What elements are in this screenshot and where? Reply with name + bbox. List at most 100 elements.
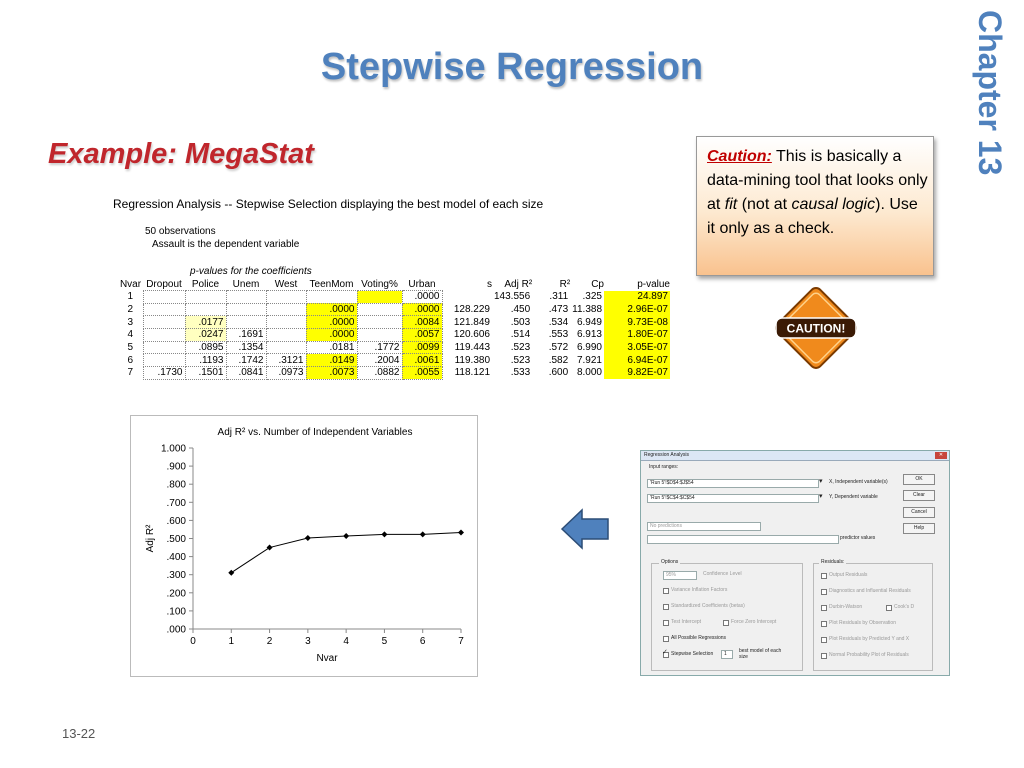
caution-text: Caution: This is basically a data-mining… — [707, 145, 929, 241]
cancel-button[interactable]: Cancel — [903, 507, 935, 518]
test-intercept-label: Test Intercept — [671, 619, 702, 625]
table-cell: .0149 — [305, 353, 358, 368]
column-header: Nvar — [119, 279, 142, 291]
slide-subtitle: Example: MegaStat — [48, 138, 314, 170]
table-cell: 9.73E-08 — [604, 315, 670, 329]
observations-line: 50 observations — [145, 226, 216, 237]
table-cell — [356, 290, 403, 304]
column-header: Adj R² — [504, 279, 533, 291]
y-tick-label: 1.000 — [161, 444, 186, 455]
table-cell: .0181 — [305, 340, 358, 355]
table-row: 4 .0247.1691 .0000 .0057 120.606 .514 .553 6.91… — [118, 328, 670, 342]
table-cell: .1730 — [142, 366, 186, 380]
table-header-row: Nvar Dropout Police Unem West TeenMom Voting% U… — [118, 279, 670, 291]
plot-obs-checkbox[interactable] — [821, 621, 827, 627]
regression-dialog: Regression Analysis ✕ Input ranges: 'Run… — [640, 450, 950, 676]
cooks-label: Cook's D — [894, 604, 915, 610]
column-header: Police — [191, 279, 220, 290]
table-cell: 7 — [127, 367, 134, 379]
residuals-title: Residuals: — [819, 559, 847, 566]
table-cell: .0177 — [184, 315, 227, 330]
table-cell: .533 — [510, 367, 531, 379]
y-range-dropdown-icon[interactable]: ▾ — [819, 493, 823, 500]
output-residuals-label: Output Residuals — [829, 572, 868, 578]
table-cell: 6 — [127, 354, 134, 366]
stepwise-label: Stepwise Selection — [671, 651, 714, 657]
left-arrow-icon — [560, 508, 609, 550]
table-row: 7 .1730.1501.0841.0973.0073.0882.0055 118.… — [118, 366, 670, 380]
table-cell: .0247 — [184, 328, 227, 342]
close-icon[interactable]: ✕ — [935, 452, 947, 459]
clear-button[interactable]: Clear — [903, 490, 935, 501]
options-group — [651, 563, 803, 671]
table-cell — [265, 340, 307, 355]
std-coef-checkbox[interactable] — [663, 604, 669, 610]
table-row: 3 .0177 .0000 .0084 121.849 .503 .534 6.949 9.73… — [118, 315, 670, 330]
durbin-checkbox[interactable] — [821, 605, 827, 611]
x-tick-label: 0 — [190, 636, 196, 647]
table-cell: .325 — [582, 291, 602, 303]
column-header: TeenMom — [309, 279, 354, 290]
vif-checkbox[interactable] — [663, 588, 669, 594]
help-button[interactable]: Help — [903, 523, 935, 534]
page-number: 13-22 — [62, 726, 96, 741]
table-cell: .473 — [548, 304, 569, 316]
all-possible-checkbox[interactable] — [663, 636, 669, 642]
observation-count: 50 — [145, 226, 157, 237]
y-tick-label: .900 — [167, 462, 187, 473]
table-cell — [142, 328, 186, 342]
table-cell: .0000 — [305, 328, 358, 342]
table-cell — [142, 340, 186, 355]
y-tick-label: .500 — [167, 534, 187, 545]
ok-button[interactable]: OK — [903, 474, 935, 485]
confidence-select[interactable]: 95% — [663, 571, 697, 580]
stepwise-checkbox[interactable] — [663, 652, 669, 658]
table-cell: .514 — [510, 329, 531, 341]
y-axis-label: Adj R² — [145, 524, 156, 552]
table-cell: .0000 — [401, 290, 443, 304]
output-residuals-checkbox[interactable] — [821, 573, 827, 579]
caution-callout: Caution: This is basically a data-mining… — [696, 136, 934, 276]
force-zero-checkbox[interactable] — [723, 620, 729, 626]
table-cell — [265, 328, 307, 342]
plot-pred-checkbox[interactable] — [821, 637, 827, 643]
table-cell: .0841 — [225, 366, 267, 380]
data-point — [381, 531, 388, 538]
table-cell — [265, 315, 307, 330]
dependent-label: is the dependent variable — [187, 239, 300, 250]
x-range-input[interactable]: 'Run 5'!$D$4:$J$54 — [647, 479, 819, 488]
plot-obs-label: Plot Residuals by Observation — [829, 620, 896, 626]
data-point — [228, 569, 235, 576]
diagnostics-checkbox[interactable] — [821, 589, 827, 595]
x-tick-label: 1 — [229, 636, 235, 647]
table-cell: .0000 — [401, 302, 443, 317]
table-cell: .0099 — [401, 340, 443, 355]
table-cell: .1691 — [225, 328, 267, 342]
column-header: Cp — [591, 279, 604, 291]
table-cell: 1 — [127, 291, 134, 303]
table-cell: 2 — [127, 304, 134, 316]
all-possible-label: All Possible Regressions — [671, 635, 727, 641]
normal-plot-checkbox[interactable] — [821, 653, 827, 659]
predictions-select[interactable]: No predictions — [647, 522, 761, 531]
table-cell — [356, 315, 403, 330]
table-cell: .503 — [510, 316, 531, 328]
x-tick-label: 7 — [458, 636, 464, 647]
test-intercept-checkbox[interactable] — [663, 620, 669, 626]
x-tick-label: 5 — [382, 636, 388, 647]
table-cell: 1.80E-07 — [604, 328, 670, 342]
adj-r2-chart: Adj R² vs. Number of Independent Variabl… — [130, 415, 478, 677]
cooks-checkbox[interactable] — [886, 605, 892, 611]
table-cell: 6.990 — [576, 342, 602, 354]
table-cell: 118.121 — [454, 367, 490, 379]
chart-title: Adj R² vs. Number of Independent Variabl… — [218, 427, 413, 438]
table-cell: .3121 — [265, 353, 307, 368]
options-title: Options — [659, 559, 681, 566]
predictor-input[interactable] — [647, 535, 839, 544]
stepwise-spinner[interactable]: 1 — [721, 650, 733, 659]
y-tick-label: .600 — [167, 516, 187, 527]
table-cell: .1742 — [225, 353, 267, 368]
y-range-input[interactable]: 'Run 5'!$C$4:$C$54 — [647, 494, 819, 503]
x-axis-label: Nvar — [316, 653, 338, 664]
x-range-dropdown-icon[interactable]: ▾ — [819, 478, 823, 485]
